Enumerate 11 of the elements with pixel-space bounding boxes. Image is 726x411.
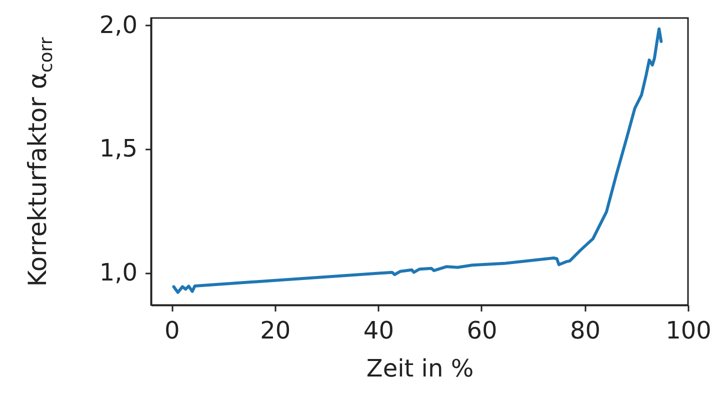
- line-series: [172, 27, 663, 294]
- x-tick-label: 100: [666, 316, 712, 344]
- y-tick-label: 1,5: [99, 134, 138, 163]
- x-tick-label: 60: [466, 316, 498, 344]
- x-tick-label: 20: [260, 316, 291, 344]
- x-tick-label: 0: [164, 316, 180, 344]
- y-tick-label: 1,0: [99, 258, 138, 286]
- x-tick-label: 80: [570, 316, 601, 344]
- x-axis-title: Zeit in %: [366, 354, 474, 382]
- y-tick-label: 2,0: [99, 10, 138, 39]
- x-tick-label: 40: [363, 316, 394, 344]
